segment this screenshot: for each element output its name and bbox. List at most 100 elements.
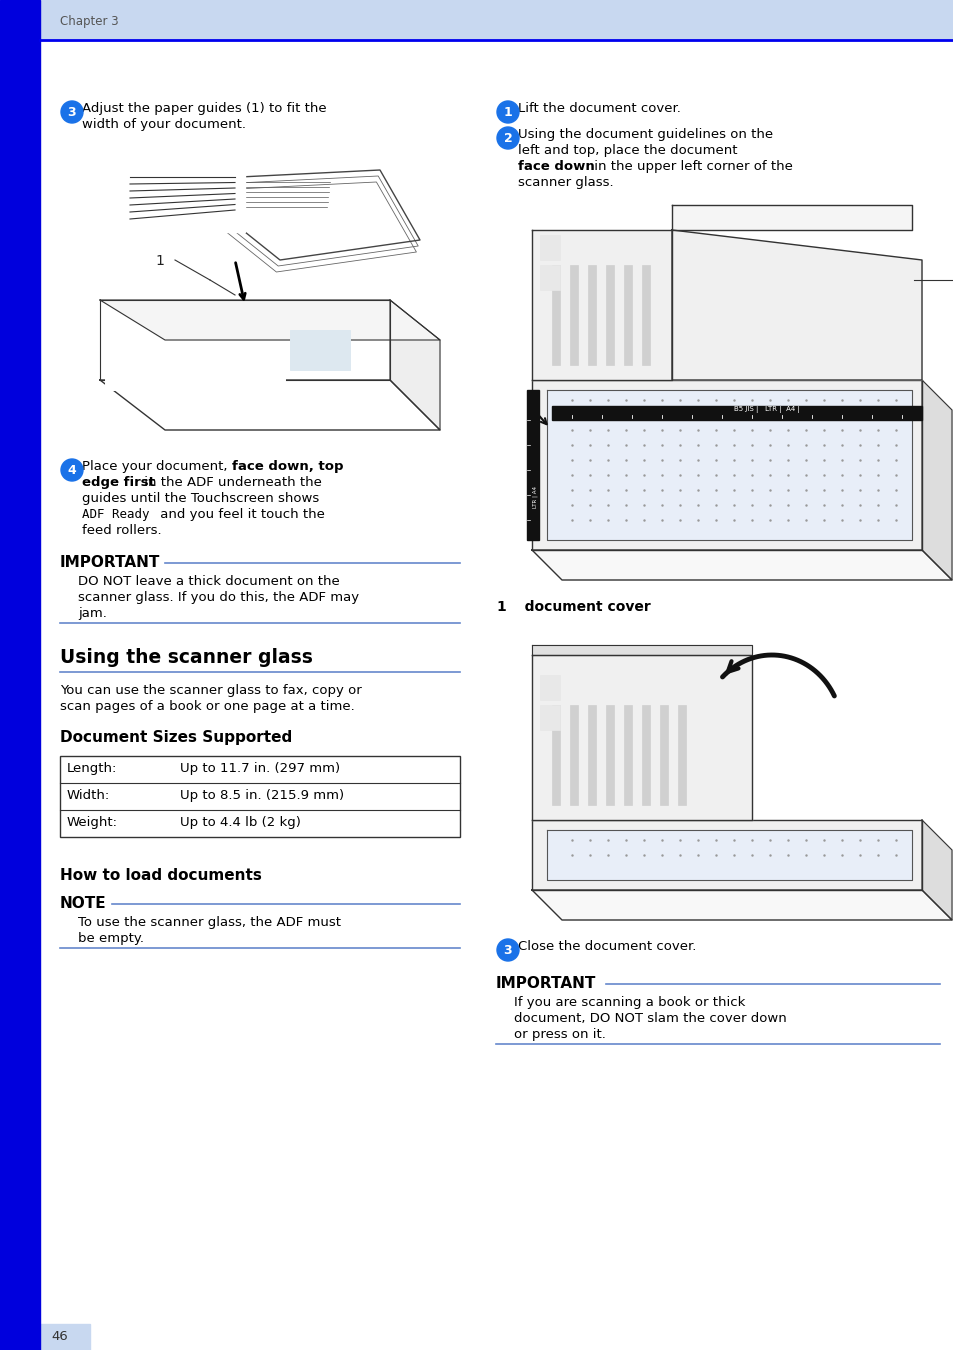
Text: guides until the Touchscreen shows: guides until the Touchscreen shows <box>82 491 319 505</box>
Circle shape <box>497 101 518 123</box>
Bar <box>552 406 921 420</box>
Polygon shape <box>100 379 439 431</box>
Bar <box>605 705 614 805</box>
Polygon shape <box>532 890 951 919</box>
Bar <box>587 705 596 805</box>
Bar <box>552 265 559 365</box>
Text: Document Sizes Supported: Document Sizes Supported <box>60 730 292 745</box>
Text: face down: face down <box>517 161 594 173</box>
Text: scanner glass. If you do this, the ADF may: scanner glass. If you do this, the ADF m… <box>78 591 358 603</box>
Text: Width:: Width: <box>67 788 111 802</box>
Text: 1: 1 <box>154 254 164 269</box>
Bar <box>80 148 439 437</box>
Bar <box>539 705 559 730</box>
Bar <box>605 265 614 365</box>
Polygon shape <box>546 390 911 540</box>
Circle shape <box>61 101 83 123</box>
Bar <box>539 265 559 290</box>
Text: Up to 11.7 in. (297 mm): Up to 11.7 in. (297 mm) <box>180 761 340 775</box>
Bar <box>0 0 40 1350</box>
Circle shape <box>61 459 83 481</box>
Circle shape <box>497 127 518 148</box>
Text: IMPORTANT: IMPORTANT <box>496 976 596 991</box>
Text: jam.: jam. <box>78 608 107 620</box>
Text: Chapter 3: Chapter 3 <box>60 15 118 28</box>
Text: B5 JIS |   LTR |  A4 |: B5 JIS | LTR | A4 | <box>733 406 800 413</box>
Bar <box>0 0 953 40</box>
Text: How to load documents: How to load documents <box>60 868 262 883</box>
Polygon shape <box>921 379 951 580</box>
Text: You can use the scanner glass to fax, copy or: You can use the scanner glass to fax, co… <box>60 684 361 697</box>
Polygon shape <box>532 379 921 549</box>
Text: To use the scanner glass, the ADF must: To use the scanner glass, the ADF must <box>78 917 340 929</box>
Text: be empty.: be empty. <box>78 931 144 945</box>
Text: edge first: edge first <box>82 477 154 489</box>
Bar <box>659 705 667 805</box>
Text: Using the scanner glass: Using the scanner glass <box>60 648 313 667</box>
Text: in the ADF underneath the: in the ADF underneath the <box>140 477 321 489</box>
Text: and you feel it touch the: and you feel it touch the <box>156 508 325 521</box>
Polygon shape <box>532 655 751 819</box>
Text: document cover: document cover <box>510 599 650 614</box>
Text: scanner glass.: scanner glass. <box>517 176 613 189</box>
Text: 2: 2 <box>503 131 512 144</box>
Polygon shape <box>532 549 951 580</box>
Text: feed rollers.: feed rollers. <box>82 524 161 537</box>
Bar <box>526 390 538 540</box>
Bar <box>115 162 245 232</box>
Text: If you are scanning a book or thick: If you are scanning a book or thick <box>514 996 744 1008</box>
Text: Weight:: Weight: <box>67 815 118 829</box>
Polygon shape <box>532 230 671 379</box>
Text: or press on it.: or press on it. <box>514 1027 605 1041</box>
Text: in the upper left corner of the: in the upper left corner of the <box>589 161 792 173</box>
Text: Using the document guidelines on the: Using the document guidelines on the <box>517 128 772 140</box>
Text: Up to 8.5 in. (215.9 mm): Up to 8.5 in. (215.9 mm) <box>180 788 344 802</box>
Polygon shape <box>921 819 951 919</box>
Text: 3: 3 <box>503 944 512 957</box>
Bar <box>587 265 596 365</box>
Text: IMPORTANT: IMPORTANT <box>60 555 160 570</box>
Text: 4: 4 <box>68 463 76 477</box>
Bar <box>641 705 649 805</box>
Text: face down, top: face down, top <box>232 460 343 472</box>
Bar <box>569 705 578 805</box>
Polygon shape <box>180 170 419 261</box>
Polygon shape <box>546 830 911 880</box>
Polygon shape <box>671 230 921 379</box>
Circle shape <box>497 940 518 961</box>
Bar <box>641 265 649 365</box>
Text: Place your document,: Place your document, <box>82 460 232 472</box>
Polygon shape <box>532 819 921 890</box>
Bar <box>569 265 578 365</box>
Bar <box>60 756 459 837</box>
Text: Adjust the paper guides (1) to fit the: Adjust the paper guides (1) to fit the <box>82 103 326 115</box>
Bar <box>678 705 685 805</box>
Bar <box>0 1324 90 1350</box>
Text: LTR | A4: LTR | A4 <box>533 486 537 508</box>
Bar <box>623 705 631 805</box>
Bar <box>552 705 559 805</box>
Text: ADF Ready: ADF Ready <box>82 508 150 521</box>
Text: 3: 3 <box>68 105 76 119</box>
Text: 46: 46 <box>51 1331 69 1343</box>
Text: 1: 1 <box>496 599 505 614</box>
Text: NOTE: NOTE <box>60 896 107 911</box>
Bar <box>539 235 559 261</box>
Text: Lift the document cover.: Lift the document cover. <box>517 103 680 115</box>
Bar <box>623 265 631 365</box>
Text: width of your document.: width of your document. <box>82 117 246 131</box>
Polygon shape <box>532 645 751 655</box>
Text: Up to 4.4 lb (2 kg): Up to 4.4 lb (2 kg) <box>180 815 300 829</box>
Bar <box>105 378 285 390</box>
Polygon shape <box>671 205 911 230</box>
Text: 1: 1 <box>503 105 512 119</box>
Text: DO NOT leave a thick document on the: DO NOT leave a thick document on the <box>78 575 339 589</box>
Polygon shape <box>100 300 390 379</box>
Bar <box>539 675 559 701</box>
Text: scan pages of a book or one page at a time.: scan pages of a book or one page at a ti… <box>60 701 355 713</box>
Text: Length:: Length: <box>67 761 117 775</box>
Bar <box>290 329 350 370</box>
Polygon shape <box>390 300 439 431</box>
Polygon shape <box>100 300 439 340</box>
Text: left and top, place the document: left and top, place the document <box>517 144 737 157</box>
